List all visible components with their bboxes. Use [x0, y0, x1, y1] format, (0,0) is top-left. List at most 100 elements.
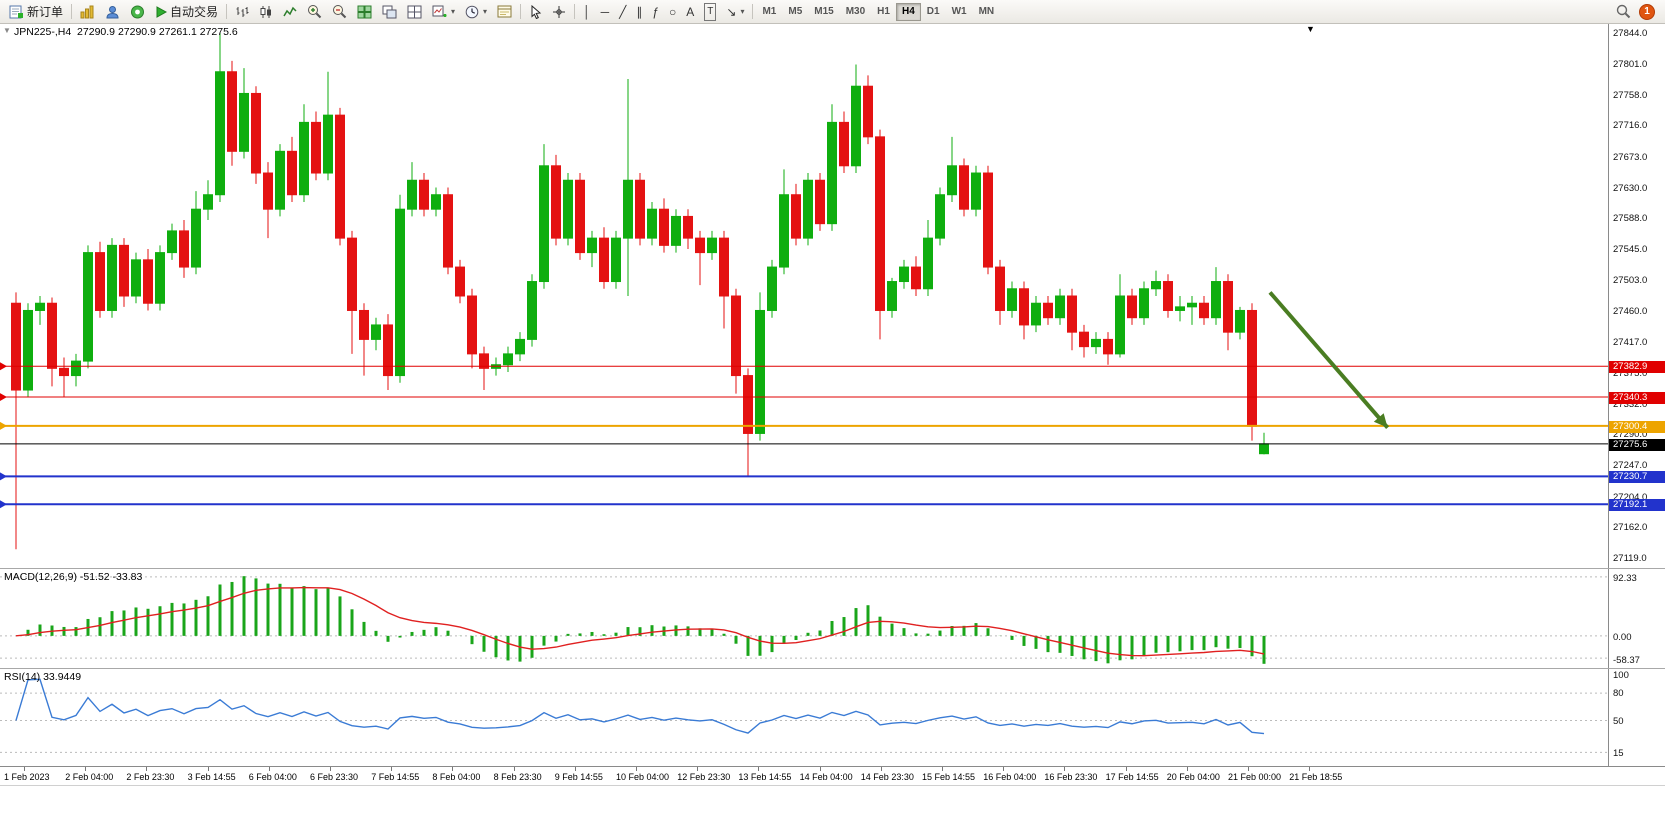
rsi-plot[interactable]: RSI(14) 33.9449 — [0, 669, 1608, 766]
timeframe-h1[interactable]: H1 — [871, 3, 896, 21]
trendline-icon: ╱ — [619, 4, 627, 19]
new-order-button[interactable]: 新订单 — [4, 2, 68, 22]
time-tick — [1064, 767, 1066, 771]
market-watch-button[interactable] — [75, 2, 100, 22]
zoom-out-button[interactable] — [327, 2, 352, 22]
ohlc-close: 27275.6 — [199, 26, 238, 38]
rsi-axis-label: 15 — [1613, 748, 1624, 760]
template-icon — [497, 5, 512, 18]
arrows-tool-button[interactable]: ↘ ▾ — [721, 2, 749, 22]
time-label: 14 Feb 04:00 — [799, 772, 853, 782]
tile-windows-button[interactable] — [352, 2, 377, 22]
line-chart-button[interactable] — [278, 2, 302, 22]
rsi-axis-label: 100 — [1613, 670, 1629, 681]
period-clock-icon — [465, 5, 479, 18]
time-label: 2 Feb 04:00 — [65, 772, 114, 782]
search-icon[interactable] — [1616, 4, 1631, 19]
new-order-label: 新订单 — [27, 5, 64, 19]
price-line-badge: 27340.3 — [1609, 391, 1665, 404]
cursor-tool-button[interactable] — [524, 2, 547, 22]
crosshair-tool-button[interactable] — [547, 2, 571, 22]
time-tick — [758, 767, 760, 771]
timeframe-d1[interactable]: D1 — [921, 3, 946, 21]
price-tick: 27503.0 — [1613, 274, 1648, 286]
vertical-line-tool-button[interactable]: │ — [578, 2, 596, 22]
text-tool-icon: A — [686, 4, 695, 19]
rsi-axis[interactable]: 100 80 50 15 — [1608, 669, 1665, 766]
price-axis[interactable]: 27844.0 27801.0 27758.0 27716.0 27673.0 27630… — [1608, 24, 1665, 568]
fibonacci-tool-button[interactable]: ƒ — [647, 2, 664, 22]
price-chart-canvas[interactable] — [0, 24, 1608, 568]
timeframe-m5[interactable]: M5 — [782, 3, 808, 21]
time-label: 15 Feb 14:55 — [922, 772, 976, 782]
price-tick: 27290.0 — [1613, 429, 1648, 441]
chart-symbol: JPN225-,H4 — [14, 26, 72, 38]
auto-trading-button[interactable]: 自动交易 — [150, 2, 223, 22]
time-tick — [85, 767, 87, 771]
community-button[interactable] — [125, 2, 150, 22]
templates-button[interactable] — [492, 2, 517, 22]
price-line-badge: 27230.7 — [1609, 471, 1665, 484]
price-line-badge: 27192.1 — [1609, 499, 1665, 512]
price-tick: 27545.0 — [1613, 244, 1648, 256]
price-tick: 27162.0 — [1613, 521, 1648, 533]
price-tick: 27375.0 — [1613, 367, 1648, 379]
time-label: 16 Feb 04:00 — [983, 772, 1037, 782]
zoom-out-icon — [333, 5, 347, 19]
shapes-tool-button[interactable]: ○ — [664, 2, 681, 22]
time-tick — [452, 767, 454, 771]
cascade-windows-button[interactable] — [377, 2, 402, 22]
timeframe-mn[interactable]: MN — [973, 3, 1001, 21]
add-indicator-button[interactable]: ▾ — [427, 2, 460, 22]
timeframe-w1[interactable]: W1 — [946, 3, 973, 21]
timeframe-group: M1 M5 M15 M30 H1 H4 D1 W1 MN — [756, 2, 1001, 21]
macd-label: MACD(12,26,9) -51.52 -33.83 — [4, 571, 143, 583]
contacts-button[interactable] — [100, 2, 125, 22]
chart-shift-marker[interactable]: ▼ — [1306, 24, 1315, 34]
macd-plot[interactable]: MACD(12,26,9) -51.52 -33.83 — [0, 569, 1608, 668]
bar-chart-button[interactable] — [230, 2, 254, 22]
notification-badge[interactable]: 1 — [1639, 3, 1655, 20]
time-label: 13 Feb 14:55 — [738, 772, 792, 782]
zoom-in-button[interactable] — [302, 2, 327, 22]
timeframe-m30[interactable]: M30 — [840, 3, 871, 21]
period-button[interactable]: ▾ — [460, 2, 492, 22]
one-click-trading-toggle[interactable]: ▼ — [3, 26, 11, 35]
macd-axis[interactable]: 92.33 0.00 -58.37 — [1608, 569, 1665, 668]
time-tick — [880, 767, 882, 771]
timeframe-h4[interactable]: H4 — [895, 2, 921, 21]
toolbar: 新订单 自动交易 — [0, 0, 1665, 24]
price-tick: 27588.0 — [1613, 213, 1648, 225]
horizontal-line-icon: ─ — [600, 4, 610, 19]
crosshair-icon — [553, 5, 566, 18]
text-tool-button[interactable]: A — [681, 2, 699, 22]
timeframe-m15[interactable]: M15 — [808, 3, 839, 21]
time-tick — [697, 767, 699, 771]
shapes-icon: ○ — [669, 4, 677, 19]
text-label-tool-button[interactable]: T — [699, 2, 721, 22]
time-axis[interactable]: 1 Feb 2023 2 Feb 04:00 2 Feb 23:30 3 Feb 14… — [0, 767, 1665, 786]
arrange-windows-button[interactable] — [402, 2, 427, 22]
macd-axis-min: -58.37 — [1613, 655, 1640, 666]
rsi-canvas[interactable] — [0, 669, 1608, 766]
time-tick — [330, 767, 331, 771]
bottom-filler — [0, 786, 1665, 840]
rsi-panel: RSI(14) 33.9449 100 80 50 15 — [0, 669, 1665, 767]
play-icon — [156, 5, 168, 18]
price-tick: 27630.0 — [1613, 182, 1648, 194]
toolbar-right-group: 1 — [1616, 3, 1661, 20]
add-indicator-icon — [432, 5, 447, 17]
time-label: 16 Feb 23:30 — [1044, 772, 1098, 782]
price-tick: 27332.0 — [1613, 398, 1648, 410]
channel-tool-button[interactable]: ∥ — [631, 2, 647, 22]
time-label: 12 Feb 23:30 — [677, 772, 731, 782]
tile-windows-icon — [357, 5, 372, 18]
price-plot[interactable]: ▼ JPN225-,H4 27290.9 27290.9 27261.1 272… — [0, 24, 1608, 568]
timeframe-m1[interactable]: M1 — [756, 3, 782, 21]
time-label: 8 Feb 23:30 — [493, 772, 542, 782]
horizontal-line-tool-button[interactable]: ─ — [596, 2, 615, 22]
time-label: 20 Feb 04:00 — [1166, 772, 1220, 782]
macd-canvas[interactable] — [0, 569, 1608, 668]
trendline-tool-button[interactable]: ╱ — [614, 2, 631, 22]
candlestick-chart-button[interactable] — [254, 2, 278, 22]
